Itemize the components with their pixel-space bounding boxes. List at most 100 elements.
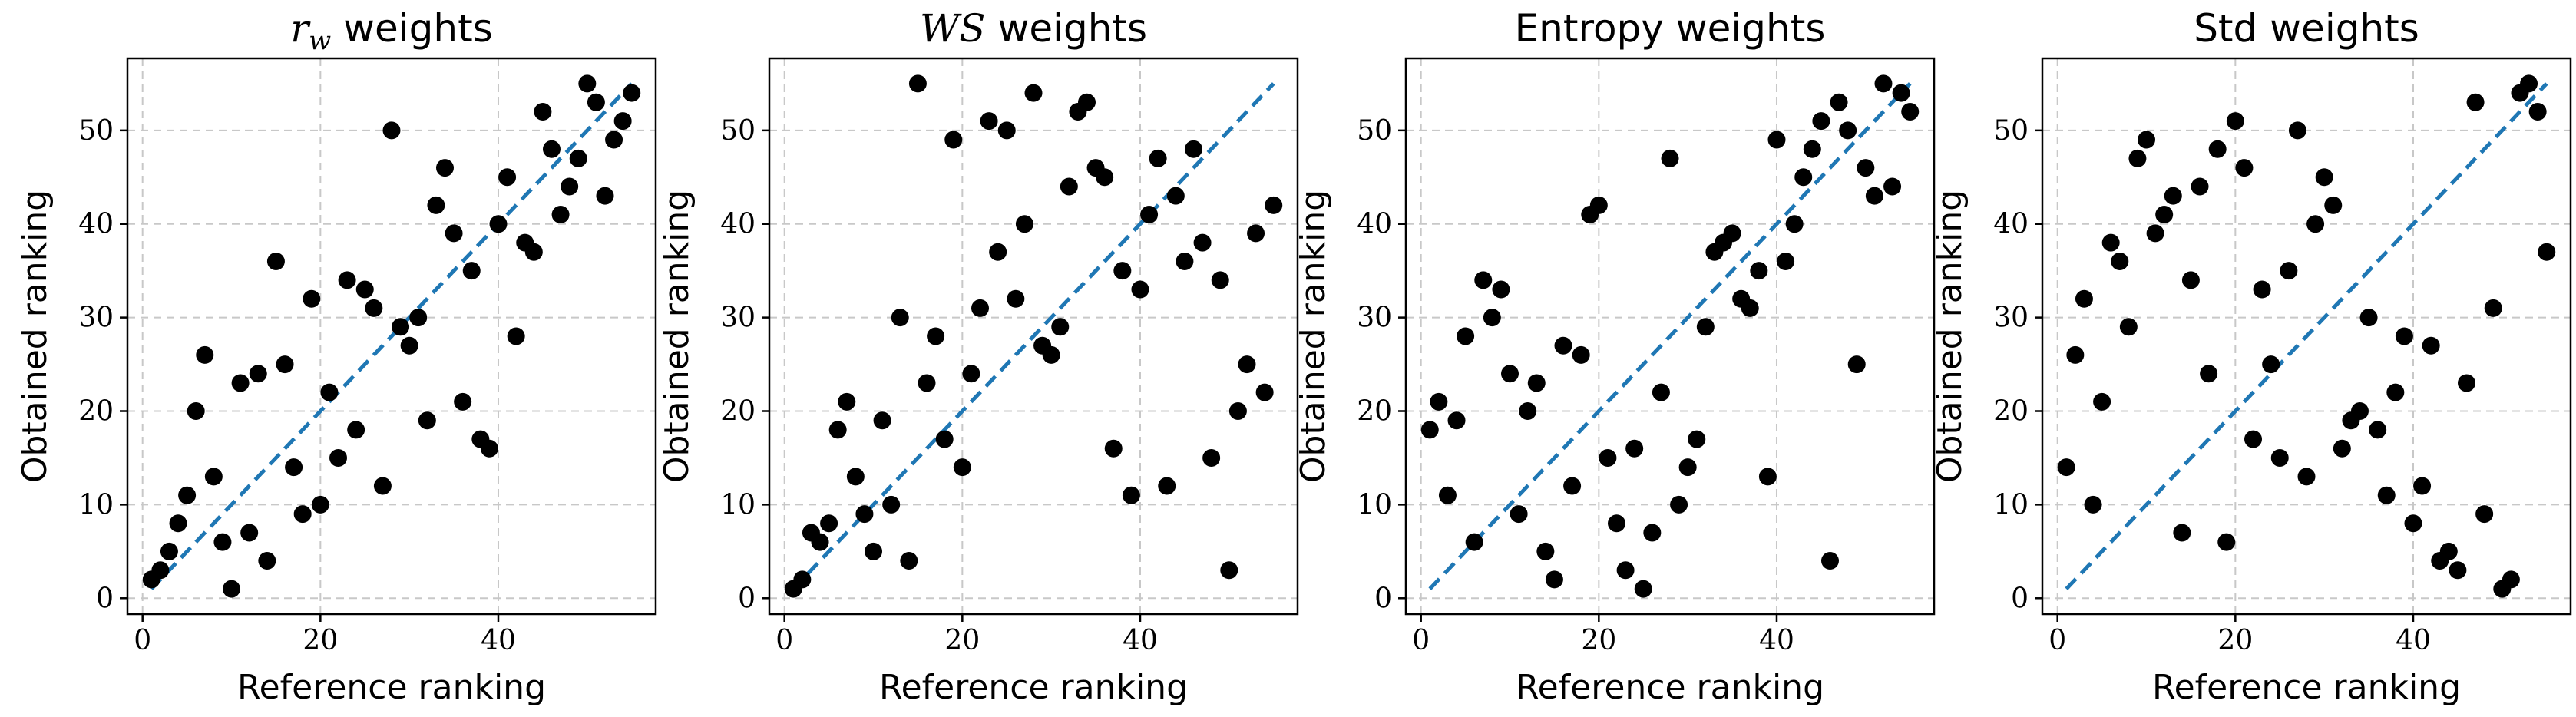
- data-point: [1228, 402, 1247, 421]
- data-point: [891, 309, 909, 327]
- data-point: [2528, 102, 2547, 121]
- data-point: [2466, 93, 2485, 111]
- data-point: [971, 299, 990, 317]
- data-point: [1688, 430, 1706, 448]
- y-tick-label: 40: [1357, 209, 1392, 240]
- data-point: [1104, 439, 1123, 458]
- data-point: [2217, 533, 2236, 551]
- data-point: [2538, 243, 2556, 261]
- data-point: [2422, 336, 2440, 355]
- data-point: [400, 336, 418, 355]
- data-point: [2262, 355, 2280, 374]
- y-tick-label: 30: [720, 302, 756, 334]
- data-point: [613, 112, 632, 131]
- data-point: [980, 112, 998, 131]
- y-tick-label: 30: [1993, 302, 2029, 334]
- data-point: [1678, 458, 1697, 477]
- data-point: [1149, 149, 1167, 167]
- data-point: [151, 561, 170, 580]
- x-tick-label: 40: [1123, 625, 1158, 656]
- data-point: [828, 421, 847, 439]
- data-point: [1430, 392, 1448, 411]
- data-point: [1501, 365, 1519, 383]
- data-point: [2235, 159, 2254, 177]
- data-point: [1140, 206, 1159, 224]
- data-point: [489, 215, 508, 233]
- data-point: [2359, 309, 2378, 327]
- data-point: [1465, 533, 1483, 551]
- data-point: [1474, 271, 1493, 289]
- chart-panel-2: 0 20 40 0 10 20 30 40 50 WS weights Reference rank…: [657, 6, 1299, 707]
- data-point: [187, 402, 205, 421]
- data-point: [1554, 336, 1572, 355]
- y-tick-label: 50: [78, 115, 114, 147]
- data-point: [427, 196, 445, 214]
- data-point: [908, 74, 927, 93]
- y-tick-label: 40: [720, 209, 756, 240]
- data-point: [1696, 318, 1715, 336]
- data-point: [2404, 514, 2422, 533]
- data-point: [2155, 206, 2174, 224]
- data-point: [303, 289, 321, 308]
- data-point: [2226, 112, 2244, 131]
- data-point: [2253, 280, 2271, 299]
- data-point: [927, 327, 945, 345]
- y-axis-label: Obtained ranking: [1294, 190, 1333, 483]
- y-tick-label: 0: [1374, 583, 1392, 614]
- data-point: [231, 374, 250, 392]
- data-point: [2101, 233, 2120, 252]
- data-point: [2208, 140, 2227, 158]
- data-point: [1247, 224, 1265, 243]
- data-point: [1176, 252, 1194, 270]
- data-point: [223, 580, 241, 598]
- data-point: [266, 252, 285, 270]
- data-point: [2324, 196, 2343, 214]
- data-point: [2057, 458, 2075, 477]
- y-tick-label: 50: [1993, 115, 2029, 147]
- chart-panel-1: 0 20 40 0 10 20 30 40 50 rw weights Reference rank…: [15, 6, 657, 707]
- data-point: [873, 411, 891, 430]
- data-point: [935, 430, 954, 448]
- data-point: [454, 392, 472, 411]
- data-point: [1830, 93, 1848, 111]
- plot-frame: [2041, 57, 2572, 616]
- reference-line: [150, 82, 633, 590]
- data-point: [1096, 168, 1114, 187]
- x-axis-label: Reference ranking: [2152, 668, 2461, 707]
- y-tick-label: 50: [1357, 115, 1392, 147]
- data-point: [1545, 570, 1563, 589]
- data-point: [1166, 187, 1185, 205]
- data-point: [865, 542, 883, 560]
- y-tick-label: 40: [78, 209, 114, 240]
- x-tick-label: 0: [2049, 625, 2066, 656]
- y-tick-label: 20: [1357, 396, 1392, 428]
- data-point: [365, 299, 383, 317]
- data-point: [392, 318, 410, 336]
- data-point: [2244, 430, 2263, 448]
- data-point: [418, 411, 436, 430]
- data-point: [2066, 345, 2085, 364]
- data-point: [445, 224, 463, 243]
- data-point: [2439, 542, 2458, 560]
- data-point: [1438, 486, 1457, 504]
- data-point: [900, 552, 918, 570]
- data-point: [373, 477, 392, 495]
- data-point: [1616, 561, 1635, 580]
- x-tick-label: 20: [2217, 625, 2253, 656]
- y-tick-label: 0: [2011, 583, 2029, 614]
- data-point: [1077, 93, 1096, 111]
- data-point: [2350, 402, 2369, 421]
- data-point: [347, 421, 365, 439]
- data-point: [320, 383, 339, 401]
- data-point: [1158, 477, 1176, 495]
- data-point: [213, 533, 232, 551]
- data-point: [561, 177, 579, 196]
- data-point: [480, 439, 498, 458]
- data-point: [1670, 495, 1688, 514]
- data-point: [2475, 505, 2494, 524]
- data-point: [338, 271, 356, 289]
- data-point: [285, 458, 303, 477]
- chart-title: Std weights: [2194, 6, 2419, 51]
- y-tick-label: 10: [1993, 489, 2029, 520]
